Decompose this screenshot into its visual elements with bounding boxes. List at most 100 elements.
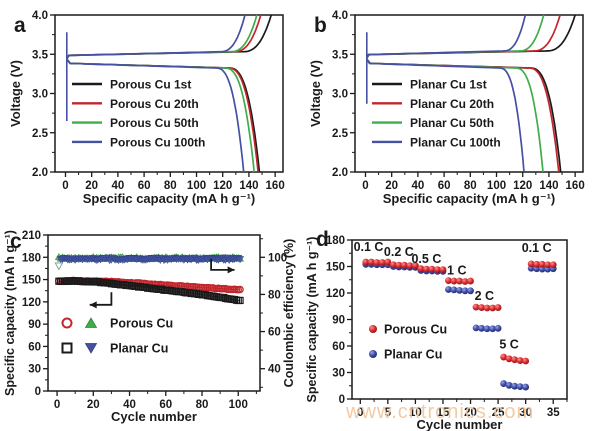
legend-label: Planar Cu 1st (410, 78, 487, 92)
x-tick-label: 100 (229, 399, 248, 411)
legend-label-planar: Planar Cu (384, 348, 442, 362)
porous-point (467, 277, 474, 285)
y-tick-label: 120 (22, 297, 41, 309)
axis-arrow-head (89, 301, 97, 309)
y-tick-label: 30 (332, 368, 345, 380)
planar-point (445, 286, 452, 293)
porous-point (505, 355, 513, 363)
legend-label: Porous Cu 20th (110, 97, 199, 111)
legend-label: Planar Cu 100th (410, 135, 501, 149)
x-tick-label: 100 (187, 180, 206, 192)
porous-point (428, 265, 436, 273)
rate-label: 0.1 C (354, 240, 384, 254)
y-axis-title: Voltage (V) (308, 60, 323, 127)
x-tick-label: 0 (62, 180, 68, 192)
y-axis-title: Voltage (V) (8, 60, 23, 127)
legend-triangle-up-icon (84, 317, 98, 328)
axis-arrow-line (210, 258, 235, 271)
porous-point (378, 259, 386, 266)
porous-point (423, 265, 430, 273)
legend-label: Porous Cu 1st (110, 78, 191, 92)
x-tick-label: 0 (54, 399, 60, 411)
y-tick-label: 0 (35, 386, 41, 398)
porous-point (400, 261, 408, 269)
rate-label: 0.2 C (384, 245, 414, 259)
porous-point (549, 261, 557, 269)
y-tick-label: 60 (332, 341, 345, 353)
porous-point (461, 278, 469, 285)
x-tick-label: 80 (464, 180, 477, 192)
x-tick-label: 60 (138, 180, 151, 192)
porous-point (406, 262, 414, 270)
y-tick-label: 150 (326, 262, 345, 274)
planar-point (483, 325, 491, 333)
porous-point (538, 260, 546, 268)
porous-point (522, 357, 530, 365)
x-tick-label: 80 (164, 180, 177, 192)
planar-point (489, 325, 496, 333)
y-tick-label: 4.0 (332, 10, 348, 22)
x-tick-label: 160 (566, 180, 585, 192)
y-tick-label: 30 (28, 364, 41, 376)
porous-point (544, 261, 552, 269)
porous-point (389, 261, 397, 269)
y-tick-label: 2.0 (332, 167, 348, 179)
x-tick-label: 60 (438, 180, 451, 192)
x-tick-label: 140 (539, 180, 558, 192)
efficiency-marker-planar (54, 262, 64, 271)
panel-a-porous-voltage-profiles: 0 20 40 60 80 100 120 140 160 2.0 2.5 3.0 3.5 4.0 Spec… (8, 10, 285, 206)
legend-planar-dot (369, 350, 377, 358)
x-tick-label: 120 (513, 180, 532, 192)
panel-letter: b (314, 14, 327, 37)
rate-label: 0.1 C (522, 241, 552, 255)
capacity-marker (236, 285, 244, 294)
x-tick-label: 15 (437, 407, 450, 419)
y-tick-label: 120 (326, 288, 345, 300)
planar-point (472, 324, 480, 332)
y-tick-label: 0 (339, 394, 345, 406)
legend-label-porous: Porous Cu (384, 323, 447, 337)
porous-point (384, 258, 392, 266)
y2-tick-label: 100 (268, 252, 287, 264)
panel-letter: c (10, 230, 22, 253)
rate-label: 1 C (447, 263, 466, 277)
planar-point (500, 380, 508, 387)
y-tick-label: 90 (332, 315, 345, 327)
planar-point (511, 382, 519, 390)
x-tick-label: 20 (85, 180, 98, 192)
y-tick-label: 210 (22, 230, 41, 242)
legend-triangle-down-icon (84, 343, 98, 354)
panel-c-cycling-stability: 0 20 40 60 80 100 0 30 60 90 120 150 180 210 40 60 80 100… (3, 230, 296, 424)
x-tick-label: 20 (464, 407, 477, 419)
porous-point (489, 304, 496, 312)
porous-point (472, 303, 480, 311)
planar-point (516, 383, 524, 391)
x-tick-label: 40 (123, 399, 136, 411)
rate-label: 2 C (475, 289, 494, 303)
x-tick-label: 40 (111, 180, 124, 192)
x-tick-label: 5 (385, 407, 392, 419)
x-tick-label: 30 (519, 407, 532, 419)
porous-point (367, 258, 375, 266)
y-tick-label: 180 (326, 235, 345, 247)
axis-arrow-line (89, 292, 113, 306)
x-axis-title: Cycle number (417, 417, 503, 431)
axis-arrow-head (227, 266, 235, 274)
y2-tick-label: 60 (268, 327, 281, 339)
planar-point (461, 287, 469, 295)
porous-point (434, 266, 441, 273)
planar-point (456, 286, 463, 294)
y-tick-label: 150 (22, 275, 41, 287)
porous-point (533, 260, 541, 268)
porous-point (439, 266, 447, 273)
porous-point (417, 265, 425, 273)
x-tick-label: 120 (213, 180, 232, 192)
legend-label: Planar Cu 20th (410, 97, 494, 111)
capacity-marker (236, 296, 244, 305)
y-tick-label: 3.0 (32, 89, 48, 101)
y-axis-title: Specific capacity (mA h g⁻¹) (305, 237, 319, 403)
x-tick-label: 160 (266, 180, 285, 192)
x-tick-label: 0 (362, 180, 368, 192)
legend-label: Porous Cu 100th (110, 135, 205, 149)
panel-letter: d (316, 228, 329, 251)
